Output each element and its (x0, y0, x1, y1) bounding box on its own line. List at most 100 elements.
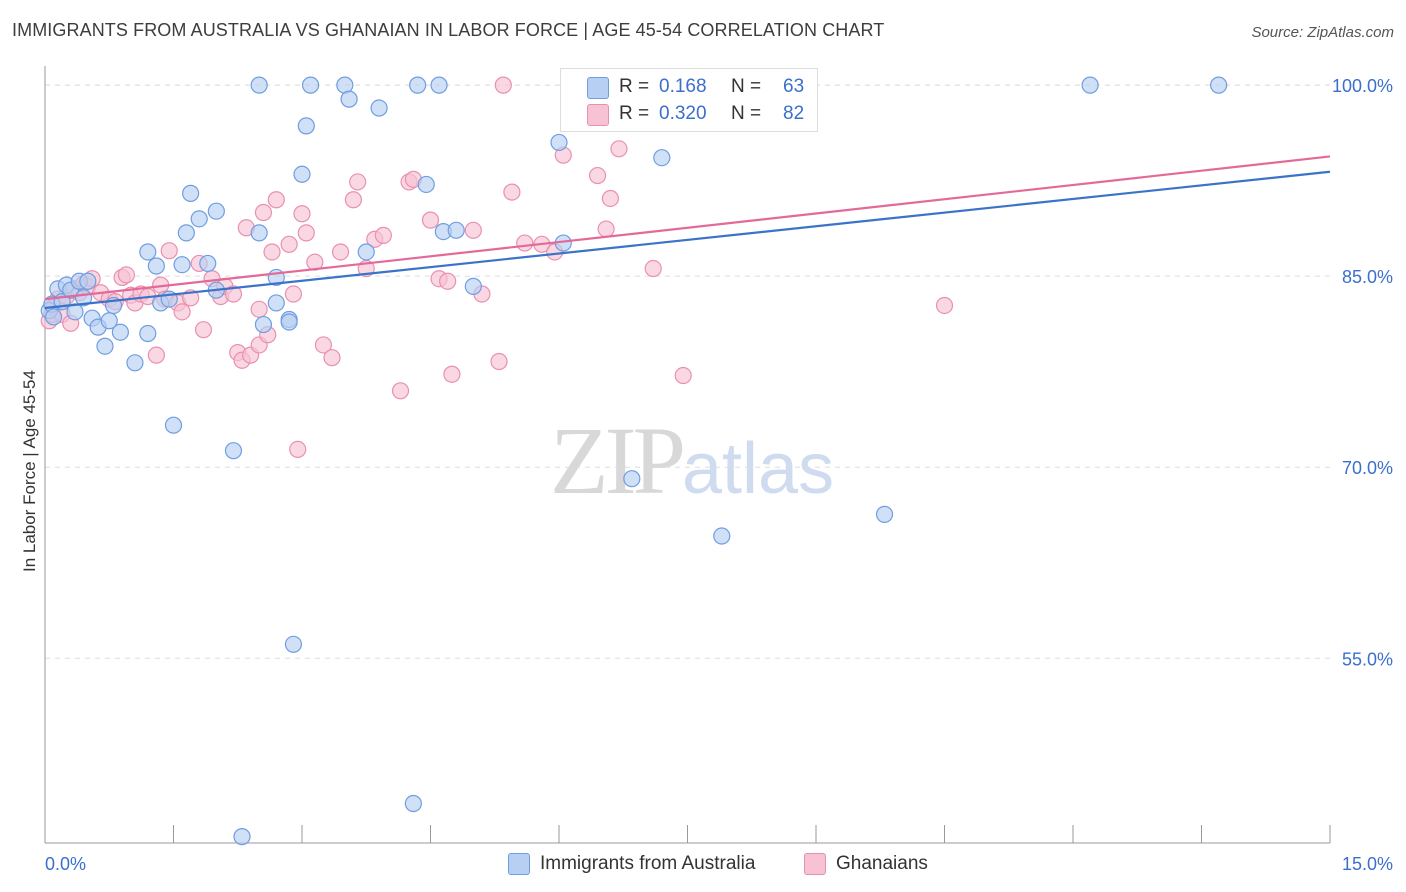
ghanaians-point (224, 285, 243, 303)
australia-point (1081, 76, 1099, 94)
australia-point (173, 256, 191, 274)
ghanaians-point (314, 336, 333, 354)
y-tick-label: 85.0% (1342, 267, 1393, 287)
y-axis-label-wrap: In Labor Force | Age 45-54 (16, 312, 44, 572)
australia-point (301, 76, 320, 94)
australia-point (199, 254, 217, 273)
legend-r-value: 0.320 (659, 103, 707, 124)
source-attribution: Source: ZipAtlas.com (1251, 24, 1394, 41)
axes (44, 66, 1331, 844)
bottom-legend-label-ghanaians: Ghanaians (836, 853, 928, 874)
ghanaians-point (674, 366, 692, 385)
australia-point (409, 76, 427, 94)
australia-point (713, 527, 731, 545)
australia-point (464, 277, 482, 295)
ghanaians-point (160, 242, 178, 260)
australia-point (293, 165, 311, 183)
australia-point (44, 308, 63, 326)
australia-point (370, 99, 388, 117)
legend-n-label: N = (731, 103, 762, 124)
australia-point (254, 315, 273, 334)
y-tick-label: 55.0% (1342, 649, 1393, 669)
australia-point (875, 505, 894, 523)
australia-point (550, 133, 568, 152)
ghanaians-point (610, 140, 628, 158)
australia-point (623, 470, 641, 488)
ghanaians-point (503, 183, 521, 201)
australia-point (126, 354, 144, 372)
legend-n-label: N = (731, 76, 762, 97)
ghanaians-point (284, 285, 303, 303)
australia-point (280, 313, 298, 331)
australia-trend-line (44, 170, 1331, 310)
tick-labels: 55.0% 70.0% 85.0% 100.0% 0.0% 15.0% (45, 76, 1393, 874)
ghanaians-points (40, 76, 954, 459)
legend-n-value: 82 (783, 103, 805, 124)
australia-point (79, 272, 97, 290)
ghanaians-point (601, 189, 620, 208)
y-axis-label: In Labor Force | Age 45-54 (20, 370, 39, 572)
australia-point (177, 224, 195, 242)
ghanaians-trend-line (44, 155, 1331, 301)
legend-swatch-australia (587, 77, 609, 99)
ghanaians-point (597, 220, 615, 238)
australia-point (357, 243, 375, 261)
ghanaians-point (490, 352, 508, 371)
australia-point (182, 184, 200, 202)
australia-point (111, 323, 129, 341)
australia-point (147, 257, 165, 275)
trend-lines (44, 155, 1331, 310)
ghanaians-point (173, 303, 191, 321)
australia-point (447, 221, 465, 239)
australia-point (164, 416, 183, 434)
ghanaians-point (267, 191, 285, 209)
legend-swatch-ghanaians (587, 104, 609, 126)
ghanaians-point (293, 205, 311, 223)
ghanaians-point (464, 221, 482, 239)
ghanaians-point (250, 300, 268, 318)
australia-point (404, 794, 422, 813)
bottom-legend-label-australia: Immigrants from Australia (540, 853, 756, 874)
australia-point (430, 76, 448, 94)
ghanaians-point (935, 296, 954, 315)
ghanaians-point (391, 382, 410, 400)
ghanaians-point (331, 243, 350, 261)
ghanaians-point (344, 191, 362, 209)
ghanaians-point (588, 166, 607, 185)
australia-point (267, 294, 285, 312)
australia-point (139, 243, 157, 261)
zipatlas-watermark: ZIPatlas (550, 405, 834, 516)
legend-r-label: R = (619, 103, 650, 124)
ghanaians-point (494, 76, 512, 94)
x-tick-label: 0.0% (45, 854, 86, 874)
legend-n-value: 63 (783, 76, 805, 97)
ghanaians-point (516, 234, 534, 252)
ghanaians-point (644, 259, 662, 278)
australia-points (40, 76, 1228, 846)
y-tick-label: 70.0% (1342, 458, 1393, 478)
ghanaians-point (443, 365, 461, 383)
bottom-legend-swatch-australia (508, 853, 530, 875)
australia-point (207, 202, 225, 220)
ghanaians-point (439, 272, 457, 290)
australia-point (250, 224, 268, 242)
ghanaians-point (349, 173, 367, 191)
australia-point (233, 828, 251, 846)
ghanaians-point (421, 211, 440, 229)
watermark-zip: ZIP (550, 407, 686, 514)
ghanaians-point (323, 349, 341, 367)
chart-title: IMMIGRANTS FROM AUSTRALIA VS GHANAIAN IN… (12, 20, 885, 40)
y-tick-label: 100.0% (1332, 76, 1393, 96)
ghanaians-point (374, 226, 392, 245)
ghanaians-point (289, 440, 307, 459)
legend-r-value: 0.168 (659, 76, 707, 97)
correlation-legend: R = 0.168 N = 63 R = 0.320 N = 82 (560, 68, 818, 132)
australia-point (139, 324, 157, 343)
australia-point (190, 210, 208, 228)
australia-point (96, 337, 114, 355)
x-tick-label: 15.0% (1342, 854, 1393, 874)
australia-point (224, 442, 243, 460)
australia-point (653, 149, 671, 167)
ghanaians-point (254, 203, 273, 222)
